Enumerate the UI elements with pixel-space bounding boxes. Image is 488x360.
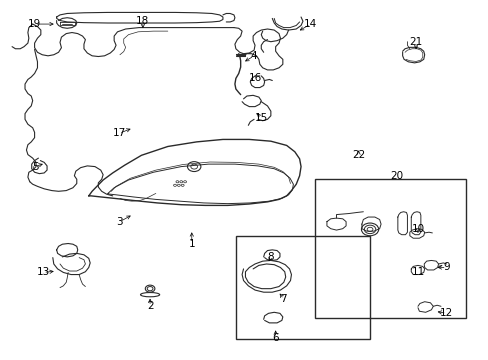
Text: 8: 8: [267, 252, 274, 262]
Bar: [235, 236, 369, 339]
Text: 17: 17: [112, 129, 125, 139]
Text: 14: 14: [304, 19, 317, 29]
Text: 9: 9: [443, 262, 449, 273]
Text: 10: 10: [410, 224, 424, 234]
Text: 11: 11: [410, 267, 424, 278]
Text: 7: 7: [280, 294, 286, 304]
Text: 20: 20: [389, 171, 403, 181]
Text: 3: 3: [116, 217, 123, 227]
Text: 1: 1: [188, 239, 195, 248]
Text: 21: 21: [408, 37, 422, 47]
Text: 2: 2: [146, 301, 153, 311]
Text: 16: 16: [248, 73, 261, 84]
Text: 4: 4: [250, 51, 257, 61]
Text: 22: 22: [351, 150, 365, 159]
Text: 5: 5: [32, 162, 39, 172]
Text: 12: 12: [439, 309, 452, 318]
Bar: [315, 179, 465, 318]
Text: 18: 18: [136, 15, 149, 26]
Text: 19: 19: [28, 19, 41, 29]
Text: 13: 13: [37, 267, 50, 278]
Text: 15: 15: [254, 113, 267, 123]
Text: 6: 6: [272, 333, 278, 343]
